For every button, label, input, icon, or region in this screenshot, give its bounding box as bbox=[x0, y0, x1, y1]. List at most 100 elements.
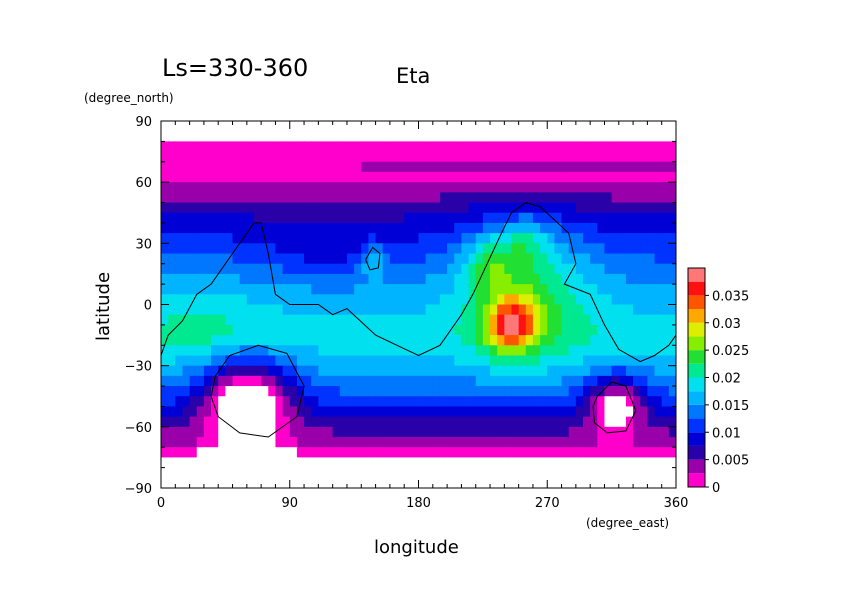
field-cell bbox=[404, 396, 412, 408]
field-cell bbox=[361, 335, 370, 346]
field-cell bbox=[425, 467, 434, 479]
field-cell bbox=[597, 263, 606, 275]
field-cell bbox=[568, 314, 577, 326]
field-cell bbox=[568, 284, 577, 295]
field-cell bbox=[175, 314, 184, 326]
field-cell bbox=[189, 263, 198, 275]
field-cell bbox=[633, 437, 641, 448]
field-cell bbox=[590, 396, 598, 408]
field-cell bbox=[404, 273, 412, 285]
field-cell bbox=[375, 222, 384, 234]
field-cell bbox=[361, 233, 370, 244]
field-cell bbox=[604, 365, 613, 377]
field-cell bbox=[332, 151, 341, 163]
field-cell bbox=[168, 294, 176, 306]
field-cell bbox=[382, 263, 391, 275]
field-cell bbox=[540, 437, 548, 448]
field-cell bbox=[611, 212, 620, 224]
field-cell bbox=[246, 365, 255, 377]
field-cell bbox=[432, 263, 441, 275]
field-cell bbox=[232, 406, 241, 418]
field-cell bbox=[611, 171, 620, 183]
field-cell bbox=[468, 243, 477, 255]
field-cell bbox=[311, 294, 319, 306]
field-cell bbox=[354, 365, 362, 377]
field-cell bbox=[554, 263, 563, 275]
field-cell bbox=[261, 416, 269, 428]
field-cell bbox=[175, 457, 184, 469]
field-cell bbox=[311, 477, 319, 488]
field-cell bbox=[418, 304, 427, 316]
field-cell bbox=[518, 386, 527, 397]
field-cell bbox=[318, 253, 327, 265]
field-cell bbox=[175, 396, 184, 408]
field-cell bbox=[454, 121, 463, 132]
field-cell bbox=[389, 304, 398, 316]
field-cell bbox=[239, 457, 248, 469]
field-cell bbox=[575, 131, 584, 142]
field-cell bbox=[282, 386, 291, 397]
field-cell bbox=[296, 457, 305, 469]
field-cell bbox=[554, 396, 563, 408]
field-cell bbox=[182, 233, 191, 244]
field-cell bbox=[575, 182, 584, 193]
field-cell bbox=[468, 396, 477, 408]
field-cell bbox=[289, 375, 298, 387]
field-cell bbox=[332, 233, 341, 244]
field-cell bbox=[590, 233, 598, 244]
field-cell bbox=[175, 386, 184, 397]
field-cell bbox=[411, 171, 420, 183]
field-cell bbox=[640, 375, 648, 387]
field-cell bbox=[611, 345, 620, 357]
field-cell bbox=[475, 202, 484, 214]
field-cell bbox=[246, 457, 255, 469]
field-cell bbox=[490, 253, 498, 265]
field-cell bbox=[325, 437, 334, 448]
field-cell bbox=[361, 222, 370, 234]
field-cell bbox=[368, 304, 377, 316]
field-cell bbox=[246, 386, 255, 397]
field-cell bbox=[318, 161, 327, 173]
field-cell bbox=[268, 131, 277, 142]
field-cell bbox=[511, 202, 520, 214]
field-cell bbox=[339, 233, 348, 244]
field-cell bbox=[275, 243, 284, 255]
field-cell bbox=[282, 304, 291, 316]
field-cell bbox=[661, 396, 670, 408]
field-cell bbox=[268, 243, 277, 255]
field-cell bbox=[618, 355, 627, 367]
field-cell bbox=[318, 141, 327, 153]
field-cell bbox=[282, 437, 291, 448]
field-cell bbox=[318, 171, 327, 183]
field-cell bbox=[232, 151, 241, 163]
field-cell bbox=[261, 273, 269, 285]
field-cell bbox=[261, 161, 269, 173]
field-cell bbox=[568, 345, 577, 357]
field-cell bbox=[532, 314, 541, 326]
field-cell bbox=[575, 477, 584, 488]
field-cell bbox=[389, 243, 398, 255]
field-cell bbox=[196, 253, 205, 265]
field-cell bbox=[296, 263, 305, 275]
field-cell bbox=[232, 294, 241, 306]
field-cell bbox=[268, 121, 277, 132]
field-cell bbox=[568, 151, 577, 163]
field-cell bbox=[518, 151, 527, 163]
field-cell bbox=[225, 386, 234, 397]
field-cell bbox=[597, 375, 606, 387]
field-cell bbox=[168, 182, 176, 193]
field-cell bbox=[175, 131, 184, 142]
field-cell bbox=[540, 345, 548, 357]
field-cell bbox=[232, 141, 241, 153]
field-cell bbox=[182, 477, 191, 488]
field-cell bbox=[404, 161, 412, 173]
field-cell bbox=[189, 212, 198, 224]
field-cell bbox=[332, 416, 341, 428]
field-cell bbox=[232, 253, 241, 265]
field-cell bbox=[432, 192, 441, 204]
field-cell bbox=[318, 477, 327, 488]
field-cell bbox=[346, 365, 355, 377]
field-cell bbox=[590, 263, 598, 275]
field-cell bbox=[482, 233, 491, 244]
field-cell bbox=[432, 171, 441, 183]
